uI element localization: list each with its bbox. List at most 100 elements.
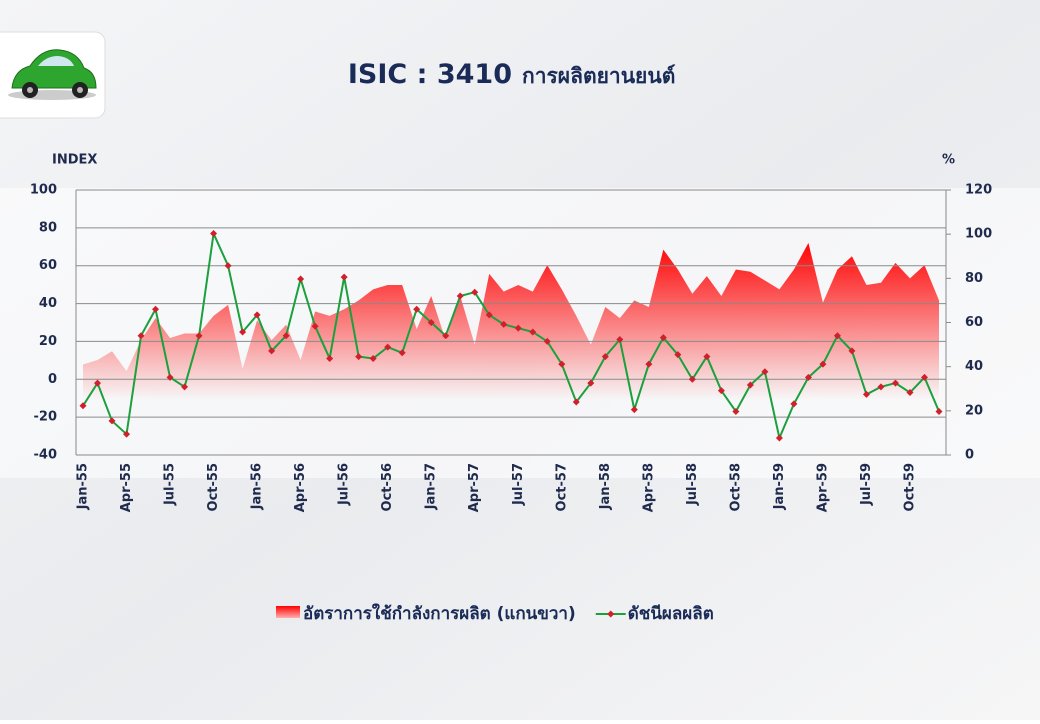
marker [790, 400, 798, 408]
marker [819, 360, 827, 368]
marker [500, 320, 508, 328]
marker [94, 379, 102, 387]
x-tick-label: Oct-59 [902, 463, 917, 511]
marker [413, 305, 421, 313]
marker [123, 430, 131, 438]
y-tick-label: -40 [34, 448, 58, 463]
marker [906, 389, 914, 397]
x-tick-label: Oct-58 [728, 463, 743, 511]
marker [471, 288, 479, 296]
marker [427, 319, 435, 326]
plot: -40 -20 0 20 40 60 80 100 0 20 40 60 80 100 120 Jan-55 A… [30, 183, 992, 513]
legend: อัตราการใช้กำลังการผลิต (แกนขวา) ดัชนีผลผ… [276, 603, 714, 624]
marker [529, 328, 537, 336]
y-tick-label: 40 [39, 296, 57, 311]
legend-label: อัตราการใช้กำลังการผลิต (แกนขวา) [303, 603, 576, 624]
x-tick-label: Jan-59 [772, 463, 787, 510]
marker [703, 353, 711, 361]
chart-subtitle: การผลิตยานยนต์ [522, 64, 675, 88]
marker [746, 381, 754, 389]
x-tick-label: Apr-56 [293, 463, 308, 512]
marker [369, 354, 377, 362]
y2-tick-label: 40 [965, 359, 983, 374]
x-tick-label: Jul-56 [337, 463, 352, 506]
y-axis-label: INDEX [52, 153, 97, 168]
marker [935, 407, 943, 415]
marker [732, 407, 740, 415]
marker [659, 334, 667, 342]
marker [152, 305, 160, 313]
chart-title: ISIC : 3410 [348, 59, 512, 90]
marker [282, 332, 290, 340]
marker [543, 337, 551, 345]
marker [616, 336, 624, 344]
marker [891, 379, 899, 387]
logo [0, 31, 106, 119]
legend-label: ดัชนีผลผลิต [628, 603, 714, 624]
marker [79, 402, 87, 410]
marker [558, 360, 566, 368]
marker [717, 387, 725, 395]
marker [848, 347, 856, 355]
y-tick-label: 60 [39, 258, 57, 273]
marker [137, 332, 145, 340]
y2-axis-label: % [942, 153, 955, 168]
x-tick-label: Jan-58 [598, 463, 613, 510]
area [83, 243, 939, 455]
x-tick-label: Apr-57 [467, 463, 482, 512]
x-tick-label: Oct-56 [380, 463, 395, 511]
y-tick-label: 100 [30, 183, 57, 198]
x-tick-label: Jan-56 [250, 463, 265, 510]
marker [398, 349, 406, 357]
x-tick-label: Jan-55 [76, 463, 91, 510]
marker [862, 390, 870, 398]
marker [326, 354, 334, 362]
marker [210, 230, 218, 238]
marker [630, 406, 638, 414]
x-tick-label: Jul-58 [685, 463, 700, 506]
marker [253, 311, 261, 319]
y-tick-label: 20 [39, 334, 57, 349]
marker [485, 311, 493, 319]
x-tick-label: Apr-58 [641, 463, 656, 512]
marker [920, 373, 928, 381]
x-tick-label: Oct-55 [206, 463, 221, 511]
marker [108, 417, 116, 425]
marker [355, 353, 363, 361]
y2-tick-label: 100 [965, 227, 992, 242]
y-tick-label: -20 [34, 410, 58, 425]
y2-tick-label: 20 [965, 403, 983, 418]
marker [804, 373, 812, 381]
marker [601, 353, 609, 361]
marker [775, 434, 783, 442]
marker [645, 360, 653, 368]
marker [239, 328, 247, 336]
marker [224, 262, 232, 270]
x-tick-label: Jul-57 [511, 463, 526, 506]
marker [833, 332, 841, 340]
marker [761, 368, 769, 376]
x-tick-label: Jul-59 [859, 463, 874, 506]
marker [166, 373, 174, 381]
x-tick-label: Apr-55 [119, 463, 134, 512]
marker [297, 275, 305, 283]
marker [877, 383, 885, 391]
marker [340, 273, 348, 281]
y2-tick-label: 120 [965, 183, 992, 198]
x-tick-label: Oct-57 [554, 463, 569, 511]
marker [181, 383, 189, 391]
y2-tick-label: 80 [965, 271, 983, 286]
x-tick-label: Apr-59 [815, 463, 830, 512]
y-tick-label: 0 [48, 372, 57, 387]
y2-tick-label: 0 [965, 448, 974, 463]
x-tick-label: Jul-55 [163, 463, 178, 506]
y2-tick-label: 60 [965, 315, 983, 330]
marker [442, 332, 450, 340]
marker [456, 292, 464, 300]
marker [514, 324, 522, 332]
legend-marker [607, 610, 615, 618]
marker [195, 332, 203, 340]
legend-swatch [276, 606, 300, 618]
